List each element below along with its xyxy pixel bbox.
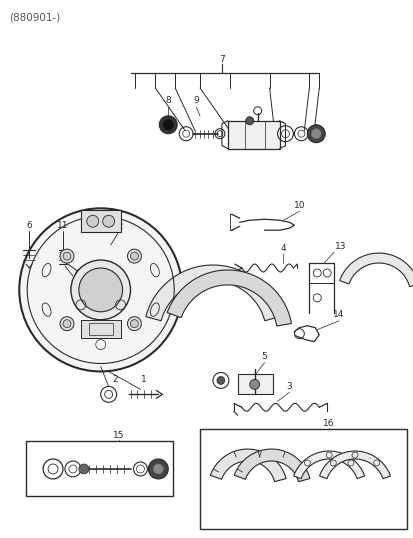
Text: 14: 14	[332, 310, 344, 319]
Circle shape	[78, 464, 88, 474]
Text: 12: 12	[113, 222, 124, 231]
Circle shape	[78, 268, 122, 312]
Text: 9: 9	[193, 96, 199, 105]
Circle shape	[249, 379, 259, 390]
Text: 1: 1	[140, 375, 146, 384]
Text: 8: 8	[165, 96, 171, 105]
Polygon shape	[167, 270, 291, 326]
Bar	[81, 320, 120, 338]
Bar	[81, 210, 120, 232]
Polygon shape	[234, 449, 309, 482]
Polygon shape	[293, 451, 364, 479]
Text: 16: 16	[323, 419, 334, 428]
Circle shape	[63, 320, 71, 328]
Circle shape	[148, 459, 168, 479]
Text: 6: 6	[26, 221, 32, 230]
Bar	[26, 441, 173, 496]
Circle shape	[60, 249, 74, 263]
Circle shape	[63, 252, 71, 260]
Polygon shape	[210, 449, 285, 482]
Circle shape	[153, 464, 163, 474]
Circle shape	[130, 252, 138, 260]
Polygon shape	[339, 253, 413, 287]
Bar	[199, 429, 406, 529]
Polygon shape	[145, 265, 280, 321]
Bar	[237, 374, 272, 394]
Circle shape	[311, 129, 320, 139]
Text: (880901-): (880901-)	[9, 12, 60, 22]
Text: 4: 4	[280, 244, 286, 253]
Text: 7: 7	[218, 54, 224, 63]
Bar	[227, 121, 279, 148]
Circle shape	[306, 125, 325, 143]
Text: 11: 11	[57, 221, 69, 230]
Text: 3: 3	[286, 382, 292, 391]
Circle shape	[245, 117, 253, 125]
Circle shape	[159, 116, 177, 134]
Circle shape	[102, 215, 114, 227]
Circle shape	[71, 260, 130, 320]
Circle shape	[19, 208, 182, 371]
Text: 13: 13	[335, 242, 346, 251]
Text: 15: 15	[113, 430, 124, 440]
Polygon shape	[319, 451, 389, 479]
Bar	[88, 323, 112, 335]
Text: 5: 5	[261, 352, 267, 361]
Circle shape	[87, 215, 98, 227]
Circle shape	[127, 317, 141, 331]
Circle shape	[216, 377, 224, 385]
Text: 2: 2	[112, 375, 118, 384]
Circle shape	[163, 120, 173, 130]
Text: 10: 10	[293, 201, 304, 210]
Circle shape	[130, 320, 138, 328]
Circle shape	[60, 317, 74, 331]
Circle shape	[127, 249, 141, 263]
